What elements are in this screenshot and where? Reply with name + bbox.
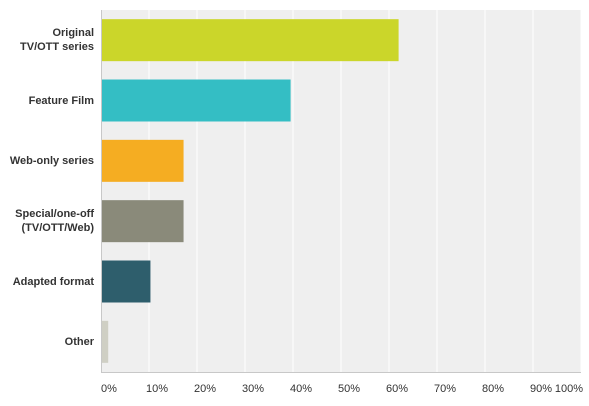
x-tick-label: 30% — [241, 383, 265, 395]
category-label: Feature Film — [28, 94, 94, 107]
x-tick-label: 70% — [433, 383, 457, 395]
category-label: Original TV/OTT series — [20, 27, 94, 54]
category-label: Other — [64, 335, 94, 348]
category-label: Adapted format — [12, 275, 94, 288]
bar — [101, 200, 184, 243]
x-tick-label: 20% — [193, 383, 217, 395]
x-tick-label: 60% — [385, 383, 409, 395]
x-tick-label: 50% — [337, 383, 361, 395]
category-label: Special/one-off (TV/OTT/Web) — [15, 208, 94, 235]
bar — [101, 260, 151, 303]
category-label: Web-only series — [9, 154, 94, 167]
x-tick-label: 10% — [145, 383, 169, 395]
x-tick-label: 0% — [101, 383, 117, 395]
bar — [101, 79, 291, 122]
x-tick-label: 100% — [554, 383, 584, 395]
bar — [101, 19, 399, 62]
bar — [101, 320, 109, 363]
x-tick-label: 40% — [289, 383, 313, 395]
x-tick-label: 80% — [481, 383, 505, 395]
bar — [101, 139, 184, 182]
x-tick-label: 90% — [529, 383, 553, 395]
